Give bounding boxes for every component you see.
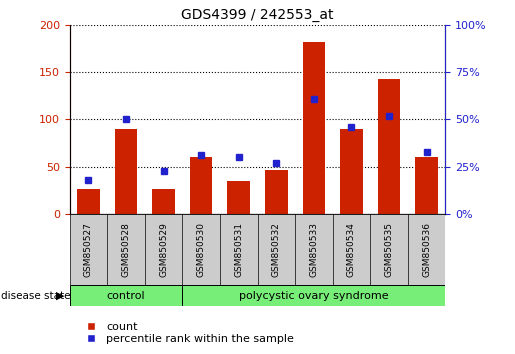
Bar [340, 129, 363, 214]
Bar [70, 285, 182, 306]
Title: GDS4399 / 242553_at: GDS4399 / 242553_at [181, 8, 334, 22]
Text: control: control [107, 291, 145, 301]
Bar [182, 285, 445, 306]
Bar [303, 42, 325, 214]
Text: disease state: disease state [1, 291, 70, 301]
Bar [265, 170, 287, 214]
Bar [115, 129, 137, 214]
Text: polycystic ovary syndrome: polycystic ovary syndrome [239, 291, 389, 301]
Text: GSM850527: GSM850527 [84, 222, 93, 277]
Text: GSM850536: GSM850536 [422, 222, 431, 277]
Text: GSM850532: GSM850532 [272, 222, 281, 277]
Text: GSM850531: GSM850531 [234, 222, 243, 277]
Text: GSM850535: GSM850535 [385, 222, 393, 277]
Legend: count, percentile rank within the sample: count, percentile rank within the sample [75, 317, 299, 348]
Bar [378, 79, 400, 214]
Text: GSM850528: GSM850528 [122, 222, 130, 277]
Bar [416, 157, 438, 214]
Bar [77, 189, 99, 214]
Bar [152, 189, 175, 214]
Text: GSM850533: GSM850533 [310, 222, 318, 277]
Text: GSM850529: GSM850529 [159, 222, 168, 277]
Bar [190, 157, 212, 214]
Text: ▶: ▶ [56, 291, 64, 301]
Text: GSM850530: GSM850530 [197, 222, 205, 277]
Text: GSM850534: GSM850534 [347, 222, 356, 277]
Bar [228, 181, 250, 214]
